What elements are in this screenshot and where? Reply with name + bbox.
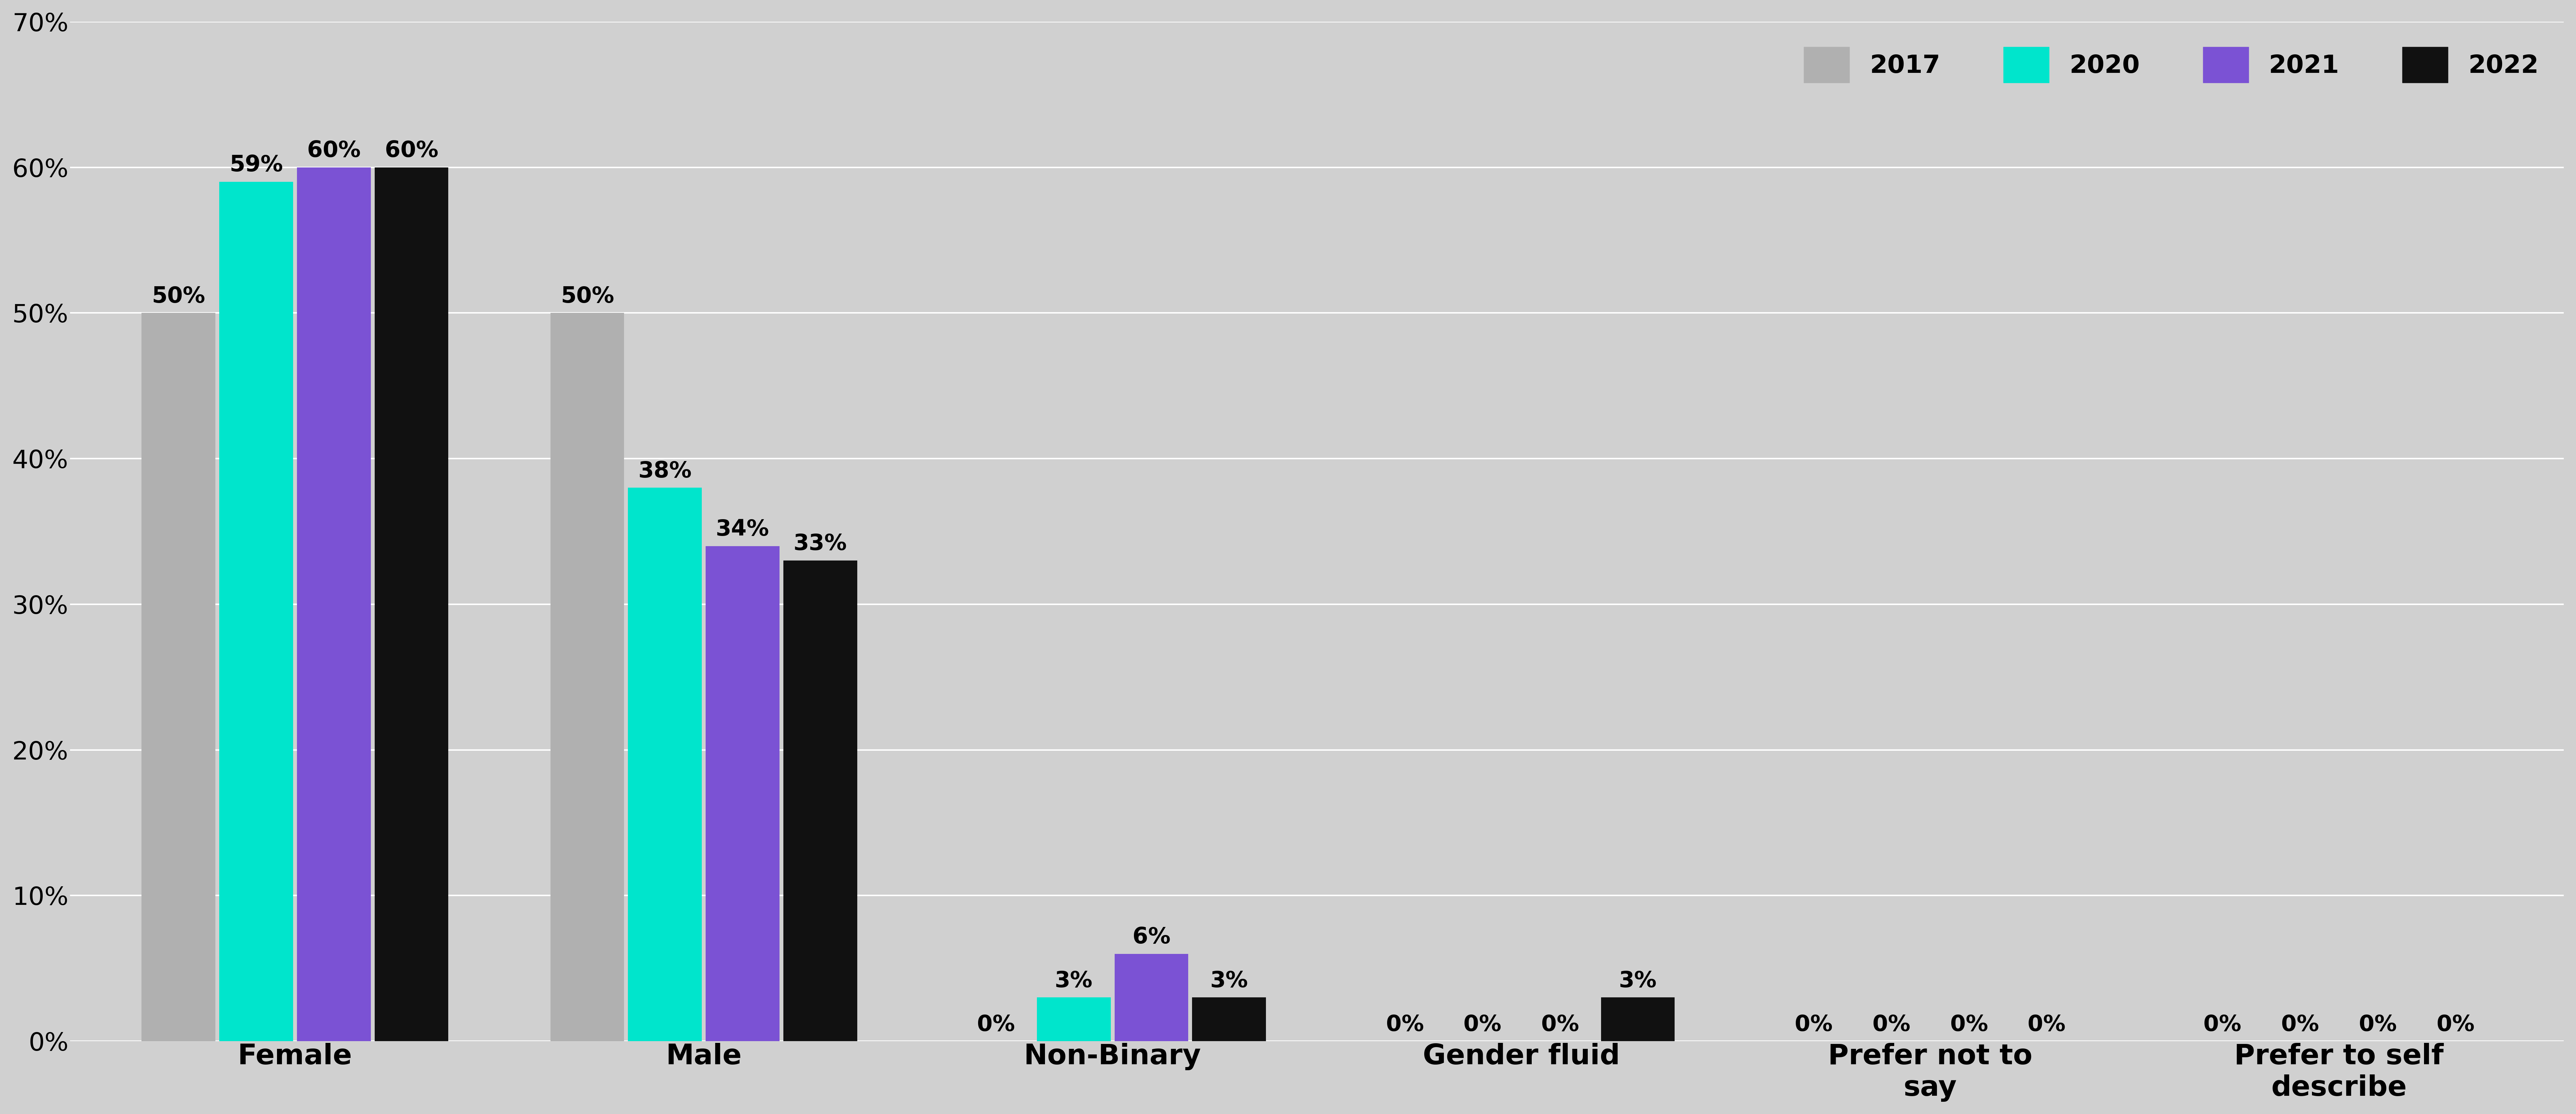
- Bar: [1038, 997, 1110, 1042]
- Text: 0%: 0%: [2360, 1014, 2396, 1035]
- Text: 0%: 0%: [2437, 1014, 2476, 1035]
- Text: 3%: 3%: [1618, 970, 1656, 991]
- Text: 0%: 0%: [1540, 1014, 1579, 1035]
- Bar: [1193, 997, 1265, 1042]
- Bar: [296, 167, 371, 1042]
- Bar: [374, 167, 448, 1042]
- Text: 0%: 0%: [2202, 1014, 2241, 1035]
- Text: 60%: 60%: [384, 139, 438, 162]
- Text: 0%: 0%: [1386, 1014, 1425, 1035]
- Text: 38%: 38%: [639, 460, 693, 482]
- Legend: 2017, 2020, 2021, 2022: 2017, 2020, 2021, 2022: [1790, 35, 2550, 96]
- Text: 3%: 3%: [1054, 970, 1092, 991]
- Text: 50%: 50%: [152, 285, 206, 307]
- Text: 34%: 34%: [716, 518, 770, 540]
- Text: 3%: 3%: [1211, 970, 1247, 991]
- Bar: [1115, 954, 1188, 1042]
- Bar: [783, 560, 858, 1042]
- Text: 0%: 0%: [2027, 1014, 2066, 1035]
- Bar: [706, 546, 781, 1042]
- Text: 0%: 0%: [2282, 1014, 2318, 1035]
- Bar: [1602, 997, 1674, 1042]
- Text: 33%: 33%: [793, 532, 848, 555]
- Text: 0%: 0%: [1950, 1014, 1989, 1035]
- Text: 50%: 50%: [562, 285, 613, 307]
- Bar: [142, 313, 216, 1042]
- Bar: [219, 182, 294, 1042]
- Text: 60%: 60%: [307, 139, 361, 162]
- Text: 6%: 6%: [1133, 926, 1170, 948]
- Bar: [629, 488, 701, 1042]
- Bar: [551, 313, 623, 1042]
- Text: 0%: 0%: [976, 1014, 1015, 1035]
- Text: 59%: 59%: [229, 155, 283, 176]
- Text: 0%: 0%: [1795, 1014, 1832, 1035]
- Text: 0%: 0%: [1873, 1014, 1911, 1035]
- Text: 0%: 0%: [1463, 1014, 1502, 1035]
